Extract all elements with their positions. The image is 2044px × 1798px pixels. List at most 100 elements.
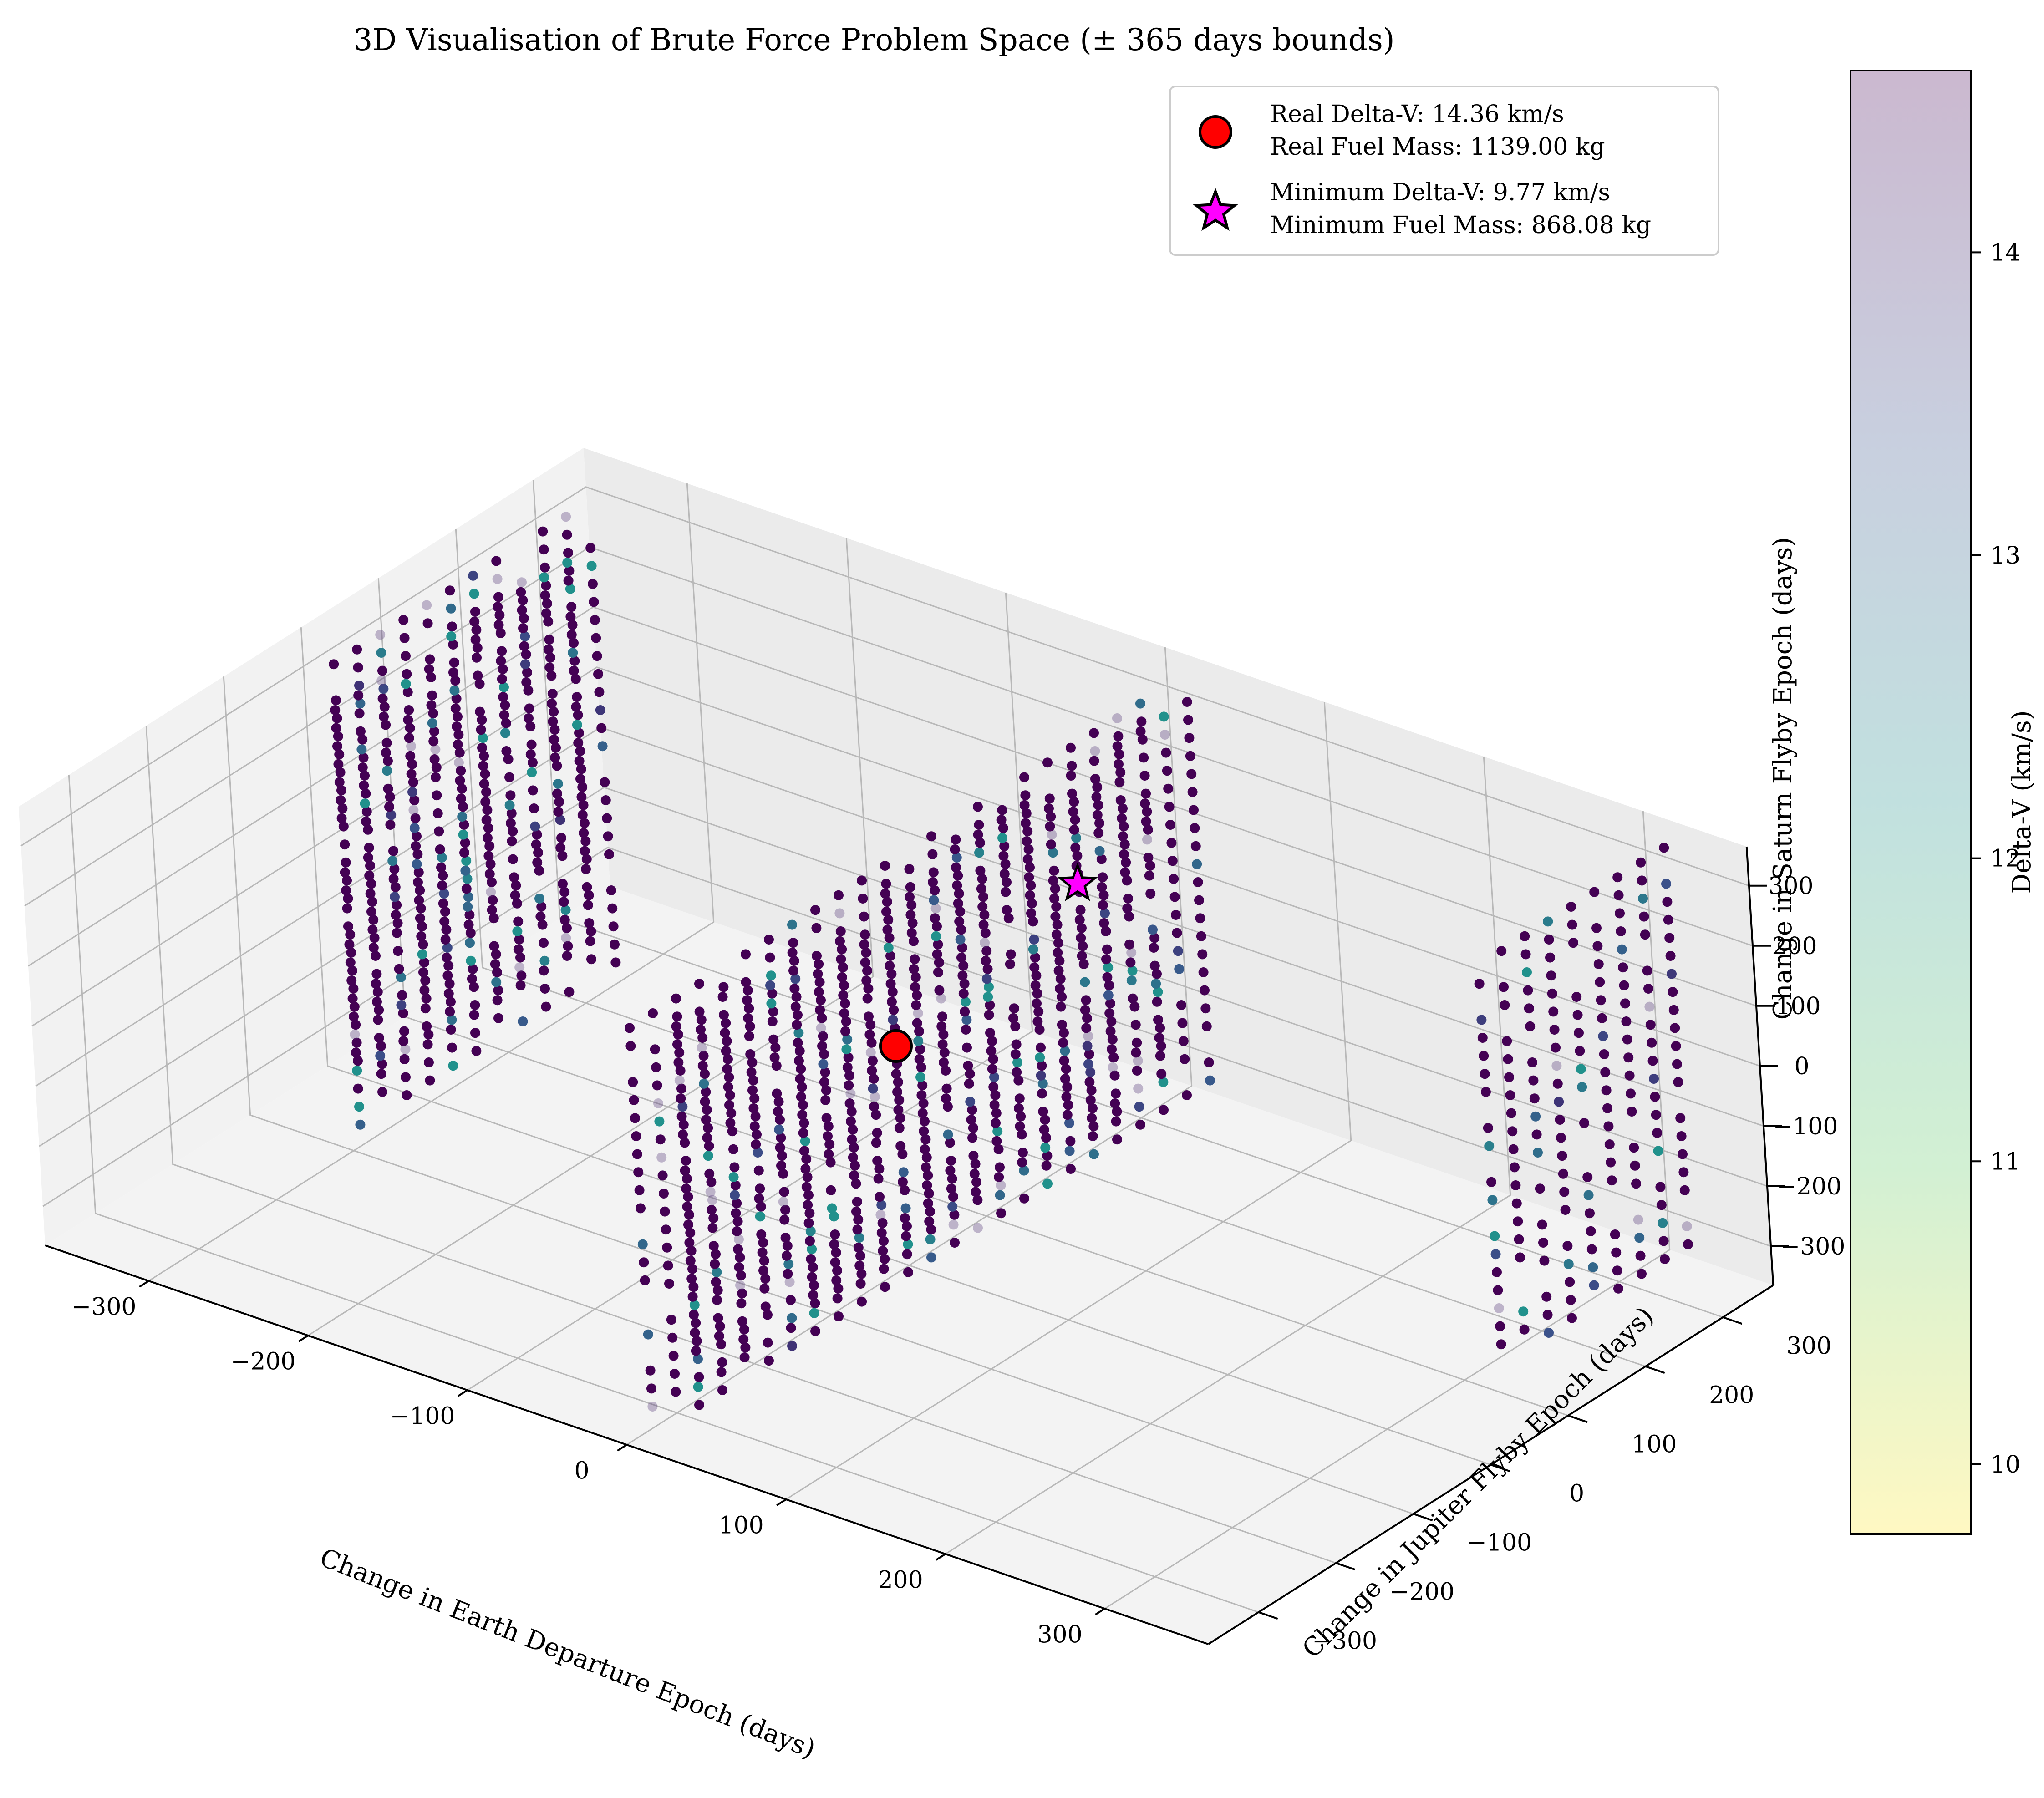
data-point — [1000, 859, 1011, 869]
data-point — [1602, 1103, 1612, 1113]
data-point — [881, 879, 891, 889]
data-point — [447, 1015, 457, 1025]
data-point — [1141, 788, 1151, 799]
data-point — [753, 1165, 764, 1176]
data-point — [366, 906, 376, 917]
data-point — [1108, 1062, 1118, 1072]
data-point — [525, 721, 536, 731]
data-point — [998, 851, 1009, 861]
data-point — [368, 943, 379, 953]
data-point — [496, 656, 506, 666]
data-point — [895, 1141, 906, 1151]
data-point — [549, 706, 559, 717]
data-point — [786, 1323, 796, 1333]
data-point — [441, 924, 452, 935]
data-point — [807, 1272, 817, 1282]
data-point — [581, 864, 591, 874]
data-point — [975, 865, 986, 876]
data-point — [487, 877, 497, 887]
data-point — [742, 985, 753, 996]
data-point — [693, 1382, 703, 1392]
y-tick-mark — [1336, 1562, 1356, 1571]
data-point — [566, 602, 577, 612]
data-point — [600, 795, 611, 805]
data-point — [1074, 914, 1085, 925]
y-tick-mark — [1568, 1414, 1588, 1423]
data-point — [334, 777, 345, 787]
data-point — [472, 652, 482, 663]
data-point — [812, 951, 822, 961]
data-point — [721, 1018, 731, 1028]
data-point — [980, 938, 990, 948]
data-point — [1500, 1000, 1510, 1010]
data-point — [1103, 962, 1114, 973]
data-point — [1169, 892, 1180, 902]
data-point — [1163, 783, 1174, 794]
data-point — [1671, 1041, 1681, 1051]
data-point — [851, 1206, 861, 1217]
data-point — [1634, 1233, 1645, 1243]
data-point — [497, 646, 507, 656]
data-point — [1604, 1139, 1615, 1149]
data-point — [789, 955, 799, 966]
x-tick-label: −200 — [231, 1348, 296, 1376]
data-point — [491, 949, 501, 960]
y-tick-label: −200 — [1389, 1579, 1454, 1606]
data-point — [407, 759, 417, 769]
data-point — [551, 742, 561, 753]
data-point — [864, 1011, 874, 1022]
data-point — [1050, 884, 1060, 894]
data-point — [452, 721, 462, 731]
data-point — [654, 1116, 665, 1127]
data-point — [961, 996, 971, 1007]
data-point — [393, 946, 403, 956]
data-point — [577, 782, 588, 792]
data-point — [912, 1018, 922, 1028]
data-point — [863, 984, 874, 994]
data-point — [1589, 1280, 1599, 1290]
data-point — [385, 792, 395, 802]
data-point — [826, 1185, 836, 1195]
data-point — [830, 1257, 840, 1268]
data-point — [379, 711, 389, 722]
data-point — [1057, 1020, 1067, 1030]
data-point — [1481, 1087, 1491, 1097]
data-point — [945, 1165, 956, 1176]
data-point — [755, 1183, 765, 1194]
data-point — [1084, 1049, 1094, 1059]
data-point — [847, 1134, 857, 1145]
data-point — [338, 821, 349, 832]
data-point — [448, 1061, 458, 1071]
data-point — [564, 987, 575, 997]
data-point — [471, 1046, 482, 1056]
data-point — [718, 982, 729, 992]
data-point — [335, 767, 346, 777]
chart-title: 3D Visualisation of Brute Force Problem … — [353, 22, 1394, 57]
data-point — [798, 1128, 808, 1138]
data-point — [951, 834, 961, 845]
data-point — [1123, 894, 1133, 904]
data-point — [804, 1208, 815, 1219]
data-point — [367, 897, 377, 907]
data-point — [725, 1118, 736, 1128]
data-point — [488, 913, 499, 924]
data-point — [878, 1246, 888, 1256]
data-point — [558, 879, 568, 889]
data-point — [363, 824, 373, 835]
data-point — [798, 1100, 808, 1110]
data-point — [716, 1339, 726, 1350]
x-tick-mark — [936, 1553, 946, 1561]
data-point — [446, 1025, 456, 1035]
data-point — [562, 923, 572, 933]
legend: Real Delta-V: 14.36 km/s Real Fuel Mass:… — [1169, 86, 1719, 256]
data-point — [589, 597, 599, 607]
data-point — [1542, 1310, 1553, 1320]
data-point — [585, 543, 596, 553]
data-point — [711, 1277, 721, 1287]
data-point — [915, 1072, 925, 1082]
data-point — [519, 613, 529, 624]
data-point — [508, 854, 518, 864]
data-point — [347, 993, 358, 1004]
data-point — [974, 820, 984, 830]
data-point — [341, 885, 351, 895]
